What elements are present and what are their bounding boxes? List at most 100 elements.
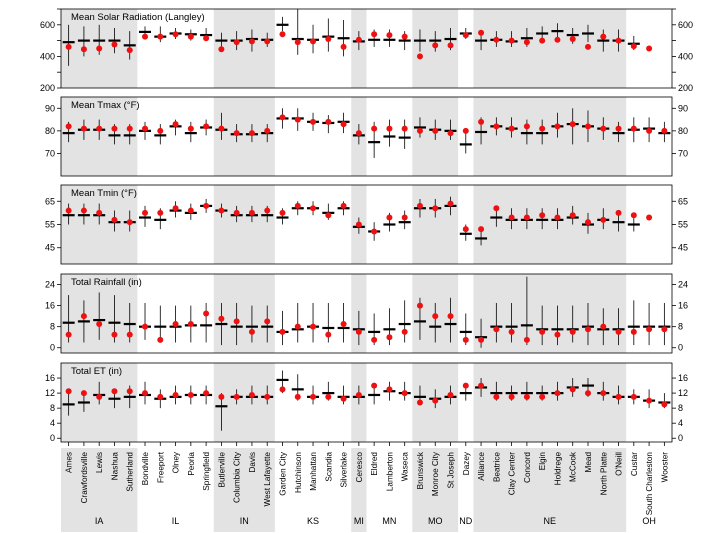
simulated-point — [126, 388, 133, 395]
site-label: Dazey — [462, 451, 471, 475]
simulated-point — [554, 214, 561, 221]
y-tick-label-left: 45 — [45, 243, 55, 253]
simulated-point — [569, 212, 576, 219]
site-label: Brunswick — [416, 451, 425, 489]
state-label: IL — [172, 516, 180, 526]
simulated-point — [615, 328, 622, 335]
simulated-point — [233, 209, 240, 216]
y-tick-label-right: 400 — [678, 51, 693, 61]
y-tick-label-left: 12 — [45, 388, 55, 398]
simulated-point — [600, 390, 607, 397]
simulated-point — [126, 125, 133, 132]
simulated-point — [600, 33, 607, 40]
y-tick-label-left: 8 — [50, 322, 55, 332]
simulated-point — [462, 226, 469, 233]
simulated-point — [96, 321, 103, 328]
simulated-point — [478, 226, 485, 233]
site-label: South Charleston — [645, 452, 654, 516]
simulated-point — [355, 328, 362, 335]
state-shade-band — [473, 97, 627, 176]
site-label: Lamberton — [385, 452, 394, 492]
simulated-point — [386, 214, 393, 221]
simulated-point — [615, 37, 622, 44]
simulated-point — [172, 205, 179, 212]
simulated-point — [218, 46, 225, 53]
simulated-point — [218, 393, 225, 400]
simulated-point — [569, 386, 576, 393]
simulated-point — [630, 43, 637, 50]
simulated-point — [615, 125, 622, 132]
simulated-point — [401, 33, 408, 40]
site-label: Freeport — [156, 451, 165, 483]
simulated-point — [523, 39, 530, 46]
simulated-point — [187, 391, 194, 398]
simulated-point — [80, 390, 87, 397]
simulated-point — [248, 328, 255, 335]
state-shade-band — [473, 274, 627, 353]
state-label: MO — [428, 516, 443, 526]
simulated-point — [371, 125, 378, 132]
simulated-point — [172, 31, 179, 38]
simulated-point — [416, 399, 423, 406]
panel-2: 70 70 80 80 90 90 Mean Tmax (°F) — [45, 96, 688, 177]
simulated-point — [584, 219, 591, 226]
state-shade-band — [213, 274, 275, 353]
y-tick-label-left: 400 — [40, 51, 55, 61]
site-label: Springfield — [202, 452, 211, 491]
y-tick-label-right: 80 — [678, 126, 688, 136]
site-label: Butlerville — [217, 452, 226, 488]
simulated-point — [386, 334, 393, 341]
simulated-point — [539, 212, 546, 219]
simulated-point — [142, 390, 149, 397]
simulated-point — [554, 36, 561, 43]
site-label: Wooster — [660, 452, 669, 483]
simulated-point — [355, 130, 362, 137]
state-label: ND — [459, 516, 472, 526]
state-label: KS — [307, 516, 319, 526]
simulated-point — [264, 393, 271, 400]
simulated-point — [325, 212, 332, 219]
simulated-point — [539, 393, 546, 400]
y-tick-label-right: 65 — [678, 196, 688, 206]
simulated-point — [80, 207, 87, 214]
simulated-point — [111, 331, 118, 338]
simulated-point — [355, 391, 362, 398]
site-label: O'Neill — [615, 452, 624, 476]
simulated-point — [172, 121, 179, 128]
simulated-point — [96, 125, 103, 132]
simulated-point — [157, 33, 164, 40]
site-label: Elgin — [538, 452, 547, 471]
simulated-point — [539, 37, 546, 44]
simulated-point — [554, 331, 561, 338]
simulated-point — [157, 209, 164, 216]
simulated-point — [325, 331, 332, 338]
simulated-point — [478, 118, 485, 125]
simulated-point — [569, 328, 576, 335]
simulated-point — [65, 331, 72, 338]
simulated-point — [508, 37, 515, 44]
simulated-point — [187, 125, 194, 132]
simulated-point — [355, 221, 362, 228]
simulated-point — [96, 393, 103, 400]
simulated-point — [142, 209, 149, 216]
simulated-point — [126, 47, 133, 54]
y-tick-label-left: 80 — [45, 126, 55, 136]
simulated-point — [478, 336, 485, 343]
simulated-point — [264, 127, 271, 134]
y-tick-label-left: 0 — [50, 343, 55, 353]
state-label: NE — [544, 516, 557, 526]
simulated-point — [142, 125, 149, 132]
site-label: Concord — [523, 452, 532, 483]
y-tick-label-right: 200 — [678, 83, 693, 93]
site-label: Sutherland — [126, 452, 135, 492]
simulated-point — [615, 393, 622, 400]
state-label-band — [473, 448, 627, 532]
y-tick-label-right: 0 — [678, 343, 683, 353]
simulated-point — [386, 386, 393, 393]
simulated-point — [584, 390, 591, 397]
simulated-point — [111, 388, 118, 395]
y-tick-label-right: 24 — [678, 280, 688, 290]
site-label: Ceresco — [355, 452, 364, 483]
state-label-band — [351, 448, 367, 532]
panel-1: 200 200 400 400 600 600 Mean Solar Radiation (… — [40, 8, 693, 93]
